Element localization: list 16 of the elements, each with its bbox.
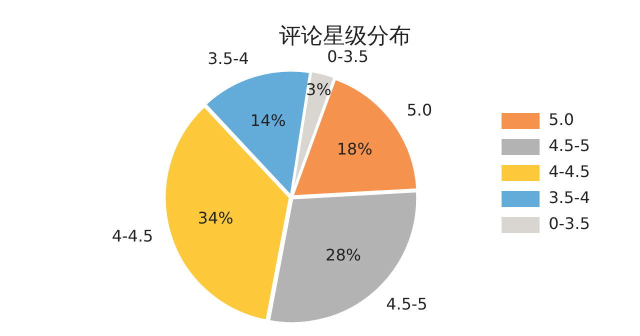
data-label: 18% [336,139,372,158]
slice-label: 4-4.5 [112,226,154,246]
data-label: 28% [326,246,362,265]
slice-label: 4.5-5 [386,294,428,314]
legend-label: 0-3.5 [548,214,590,234]
legend-label: 4-4.5 [548,162,590,182]
slice-label: 5.0 [406,100,432,120]
legend-label: 4.5-5 [548,136,590,156]
slice-label: 3.5-4 [208,48,249,68]
data-label: 34% [198,208,234,228]
legend-label: 5.0 [548,110,574,130]
chart-title: 评论星级分布 [279,24,411,49]
legend-label: 3.5-4 [548,188,590,208]
data-label: 3% [306,80,332,99]
slice-label: 0-3.5 [327,47,369,66]
data-label: 14% [250,110,286,130]
